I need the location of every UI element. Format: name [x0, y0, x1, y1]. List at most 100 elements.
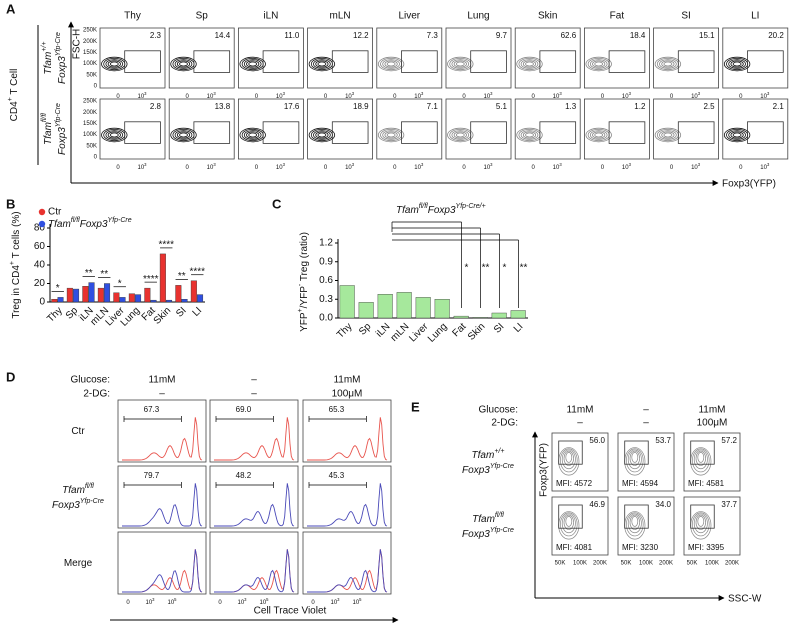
row-label: Foxp3Yfp-Cre [462, 463, 514, 475]
condition-value: – [251, 375, 257, 386]
row-label-part: Ctr [71, 426, 85, 437]
contour [520, 59, 539, 69]
gate-percentage: 15.1 [699, 31, 715, 40]
x-tick-label: 0 [311, 600, 315, 606]
x-tick-label: 50K [555, 561, 566, 567]
flow-plot [653, 27, 719, 89]
bar [197, 294, 204, 303]
x-tick-label-part: 0 [116, 94, 120, 100]
x-tick-label-sup: 3 [490, 162, 493, 167]
row-label-part: Tfam [43, 52, 54, 75]
bar [113, 292, 120, 303]
contour [105, 59, 124, 69]
x-tick-label: 103 [137, 162, 147, 171]
chart-title-sup: fl/fl [419, 203, 428, 210]
x-tick-label-sup: 5 [359, 597, 362, 602]
row-label-part: Foxp3 [57, 127, 68, 155]
bar [472, 317, 488, 319]
legend-marker [38, 208, 46, 216]
contour [384, 131, 398, 139]
gate-percentage: 37.7 [721, 500, 737, 509]
tissue-header: Skin [538, 11, 557, 22]
contour [565, 516, 573, 527]
y-axis-label-sup: + [297, 308, 304, 312]
histogram-plot [302, 465, 392, 529]
gate [262, 50, 300, 73]
contour [243, 59, 262, 69]
mfi-label: MFI: 4081 [556, 543, 593, 552]
x-tick-label-part: 10 [760, 94, 767, 100]
bar [88, 282, 95, 303]
contour [626, 512, 644, 537]
contour [317, 132, 327, 138]
x-tick-label: 50K [687, 561, 698, 567]
y-tick-label: 250K [83, 28, 97, 34]
gate-percentage: 48.2 [236, 471, 252, 480]
contour [585, 56, 612, 72]
chart-title-part: Foxp3 [428, 205, 456, 216]
bar [97, 287, 104, 303]
x-tick-label: Liver [407, 321, 431, 345]
x-tick-label-part: 0 [532, 165, 536, 171]
x-tick-label: 103 [553, 91, 563, 100]
x-tick-label-part: 0 [532, 94, 536, 100]
y-axis-label-part: /YFP [299, 286, 310, 309]
x-tick-label: 103 [345, 162, 355, 171]
contour [105, 130, 124, 140]
x-tick-label: 103 [207, 91, 217, 100]
significance: ** [85, 268, 93, 279]
contour [732, 61, 742, 67]
gate-percentage: 11.0 [284, 31, 300, 40]
bar [144, 287, 151, 303]
gate-percentage: 2.3 [150, 31, 162, 40]
flow-plot [653, 98, 719, 160]
x-tick-label: 100K [573, 561, 587, 567]
contour [101, 127, 128, 143]
contour [453, 131, 467, 139]
contour [697, 516, 705, 527]
bar [104, 283, 111, 303]
row-label-part: Tfam [62, 485, 85, 496]
y-tick-label: 0 [94, 84, 98, 90]
x-tick-label: mLN [389, 321, 412, 344]
x-tick-label: Thy [335, 321, 355, 341]
contour [663, 132, 673, 138]
flow-plot [99, 98, 166, 160]
x-tick-label-sup: 3 [629, 162, 632, 167]
x-tick-label: 103 [276, 162, 286, 171]
x-tick-label: 0 [393, 165, 397, 171]
contour [317, 61, 327, 67]
row-label-part: Tfam [472, 450, 495, 461]
contour [522, 60, 537, 68]
y-tick-label: 250K [83, 99, 97, 105]
contour [308, 56, 336, 72]
contour [243, 130, 262, 140]
x-tick-label-part: 10 [345, 165, 352, 171]
x-tick-label: LI [191, 305, 205, 319]
legend-label: Ctr [48, 207, 62, 218]
bar [415, 297, 431, 319]
contour [695, 450, 706, 466]
gate-percentage: 20.2 [768, 31, 784, 40]
histogram-plot [209, 465, 299, 529]
row-label: Tfamfl/fl [41, 113, 53, 145]
contour [174, 59, 193, 69]
panel-letter: D [6, 369, 15, 384]
contour [732, 132, 742, 138]
gate-percentage: 18.4 [630, 31, 646, 40]
x-tick-label: 103 [330, 597, 340, 606]
gate-percentage: 17.6 [284, 102, 300, 111]
contour [451, 130, 470, 140]
condition-value: – [159, 389, 165, 400]
flow-plot [683, 496, 741, 556]
significance: ** [100, 269, 108, 280]
x-tick-label-part: 10 [352, 600, 359, 606]
condition-value: – [577, 418, 583, 429]
x-tick-label: 100K [705, 561, 719, 567]
tissue-header: Liver [398, 11, 420, 22]
y-tick-label: 1.2 [319, 238, 333, 249]
x-tick-label-part: 10 [483, 94, 490, 100]
histogram [122, 549, 203, 593]
contour [659, 59, 677, 69]
row-label-sup: fl/fl [495, 512, 504, 519]
